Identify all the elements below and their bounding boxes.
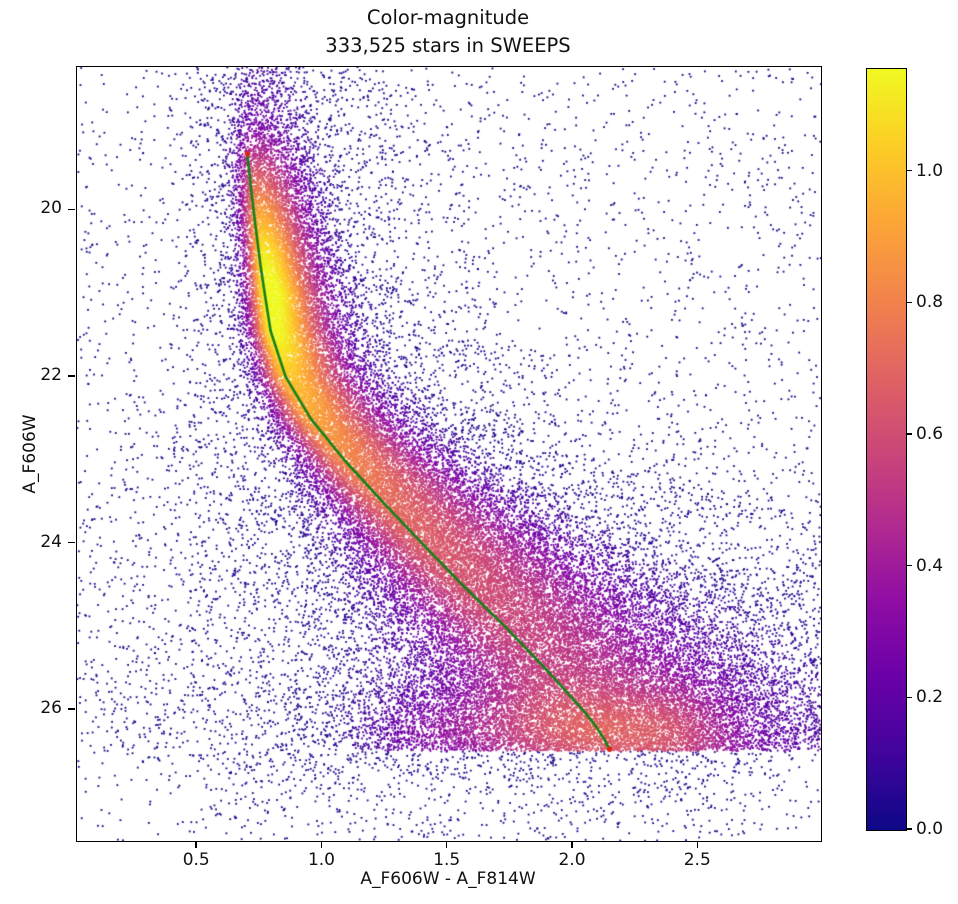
colorbar-tick <box>906 433 912 435</box>
x-tick <box>195 841 197 848</box>
x-axis-label: A_F606W - A_F814W <box>360 869 536 889</box>
x-tick-label: 0.5 <box>182 850 210 870</box>
colorbar-tick-label: 1.0 <box>916 160 944 181</box>
colorbar-tick-label: 0.0 <box>916 819 944 839</box>
colorbar-tick <box>906 696 912 699</box>
colorbar-tick <box>906 564 912 567</box>
colorbar-tick-label: 0.6 <box>916 424 944 445</box>
chart-title-line2: 333,525 stars in SWEEPS <box>325 34 571 57</box>
colorbar-tick <box>906 301 912 304</box>
chart-title-line1: Color-magnitude <box>366 6 530 29</box>
x-tick <box>320 841 323 848</box>
y-axis-label: A_F606W <box>20 414 40 494</box>
x-tick-label: 1.0 <box>307 850 335 870</box>
y-tick-label: 26 <box>40 698 62 719</box>
y-tick-label: 24 <box>40 531 62 552</box>
y-tick <box>68 208 75 211</box>
colorbar-gradient <box>867 69 906 830</box>
colorbar-tick <box>906 828 912 830</box>
colorbar-tick <box>906 169 912 172</box>
chart-title: Color-magnitude 333,525 stars in SWEEPS <box>76 4 820 60</box>
colorbar <box>866 68 907 831</box>
y-tick <box>68 375 75 377</box>
plot-area <box>76 66 822 842</box>
y-tick <box>68 708 75 710</box>
scatter-density-canvas <box>77 67 821 841</box>
y-tick-label: 20 <box>40 198 62 219</box>
colorbar-tick-label: 0.4 <box>916 555 944 576</box>
y-tick-label: 22 <box>40 364 62 385</box>
colorbar-tick-label: 0.2 <box>916 687 944 708</box>
colorbar-tick-label: 0.8 <box>916 292 944 313</box>
x-tick-label: 1.5 <box>433 850 461 870</box>
y-tick <box>68 541 75 544</box>
x-tick <box>696 841 698 848</box>
x-tick <box>445 841 448 848</box>
x-tick <box>571 841 573 848</box>
x-tick-label: 2.0 <box>558 850 586 870</box>
x-tick-label: 2.5 <box>683 850 711 870</box>
